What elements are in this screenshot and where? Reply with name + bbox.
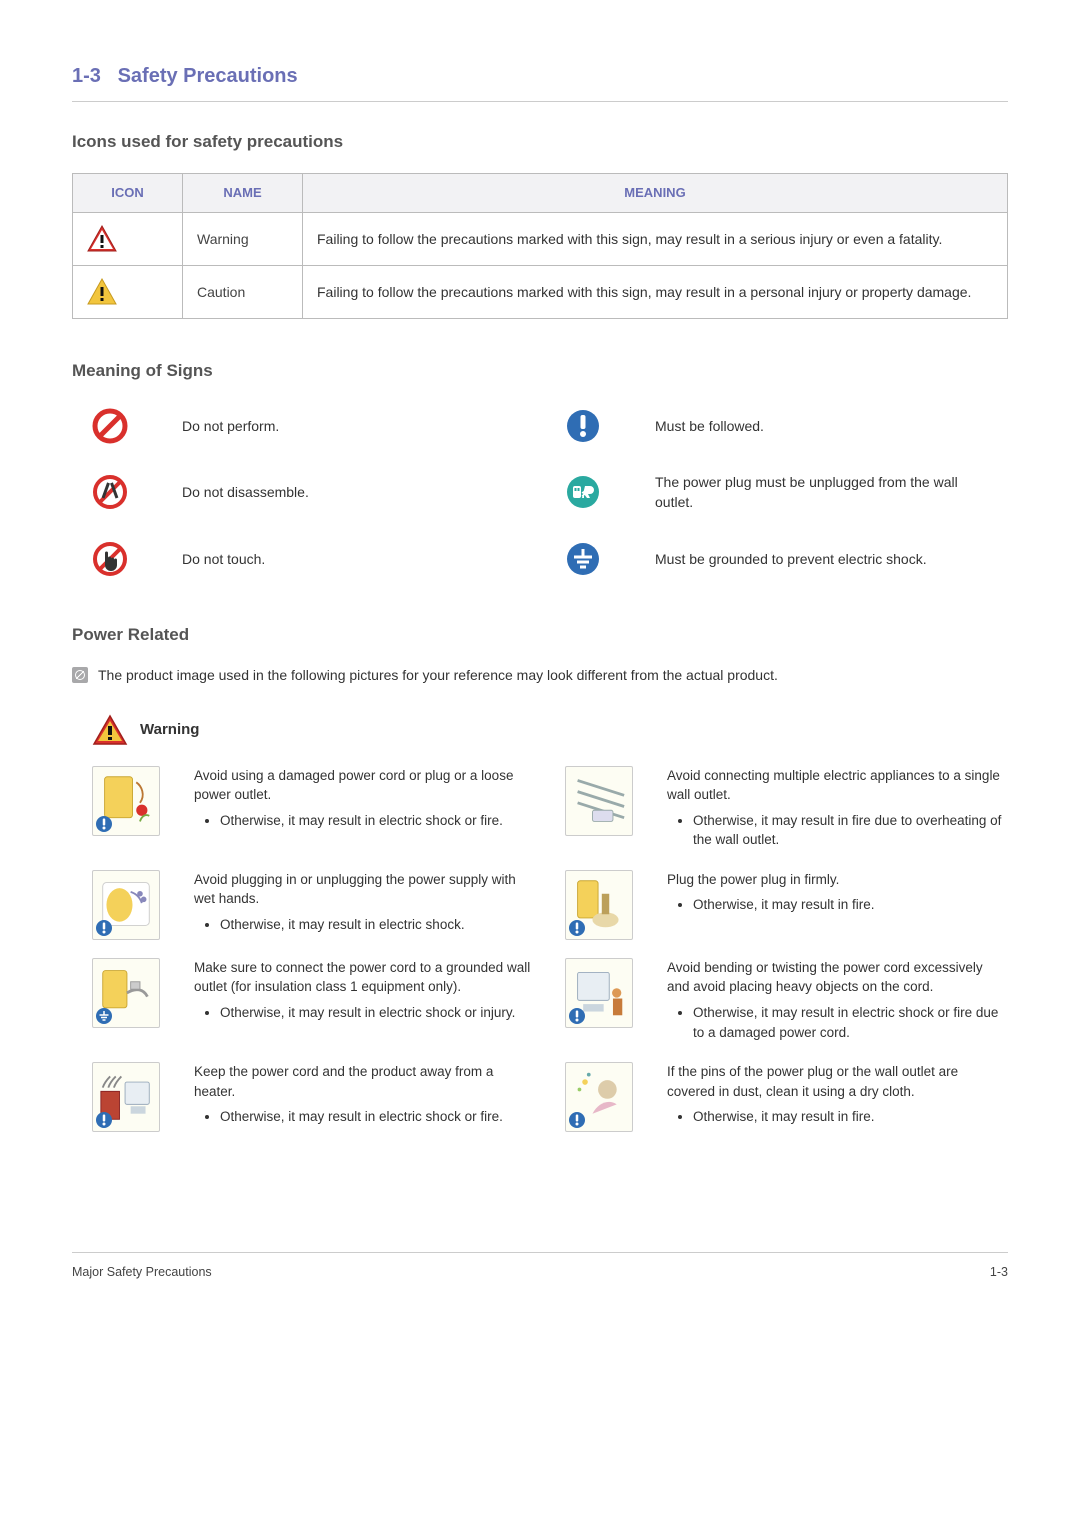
warning-text: Avoid bending or twisting the power cord… bbox=[667, 958, 1008, 1044]
warning-bullet: Otherwise, it may result in electric sho… bbox=[220, 811, 535, 831]
warning-main: Avoid connecting multiple electric appli… bbox=[667, 766, 1008, 805]
warning-bullet: Otherwise, it may result in fire due to … bbox=[693, 811, 1008, 850]
must-follow-icon bbox=[565, 408, 601, 444]
th-icon: ICON bbox=[73, 173, 183, 213]
footer-left: Major Safety Precautions bbox=[72, 1263, 212, 1281]
must-follow-icon bbox=[568, 1007, 586, 1025]
warning-icon bbox=[87, 225, 117, 253]
cell-icon bbox=[73, 213, 183, 266]
sign-label: Do not touch. bbox=[182, 549, 525, 569]
warning-header: Warning bbox=[92, 714, 1008, 746]
ground-icon bbox=[565, 541, 601, 577]
warning-text: Avoid using a damaged power cord or plug… bbox=[194, 766, 535, 852]
warning-bullet: Otherwise, it may result in electric sho… bbox=[220, 1107, 535, 1127]
note-icon bbox=[72, 667, 88, 683]
warning-bullet: Otherwise, it may result in electric sho… bbox=[220, 915, 535, 935]
warning-text: Avoid plugging in or unplugging the powe… bbox=[194, 870, 535, 940]
warning-illustration bbox=[565, 1062, 633, 1132]
sign-label: Do not disassemble. bbox=[182, 482, 525, 502]
warning-main: Keep the power cord and the product away… bbox=[194, 1062, 535, 1101]
footer-right: 1-3 bbox=[990, 1263, 1008, 1281]
note-text: The product image used in the following … bbox=[98, 665, 778, 685]
must-follow-icon bbox=[568, 1111, 586, 1129]
page-footer: Major Safety Precautions 1-3 bbox=[72, 1252, 1008, 1281]
sign-label: Must be grounded to prevent electric sho… bbox=[655, 549, 998, 569]
warning-bullet: Otherwise, it may result in fire. bbox=[693, 1107, 1008, 1127]
must-follow-icon bbox=[568, 919, 586, 937]
prohibit-icon bbox=[92, 408, 128, 444]
power-heading: Power Related bbox=[72, 623, 1008, 648]
must-follow-icon bbox=[95, 1111, 113, 1129]
warning-bullet: Otherwise, it may result in fire. bbox=[693, 895, 1008, 915]
warning-text: If the pins of the power plug or the wal… bbox=[667, 1062, 1008, 1132]
warning-bullet: Otherwise, it may result in electric sho… bbox=[693, 1003, 1008, 1042]
warning-illustration bbox=[565, 766, 633, 836]
safety-icons-table: ICON NAME MEANING Warning Failing to fol… bbox=[72, 173, 1008, 320]
warning-main: Make sure to connect the power cord to a… bbox=[194, 958, 535, 997]
warning-illustration bbox=[92, 766, 160, 836]
table-row: Caution Failing to follow the precaution… bbox=[73, 266, 1008, 319]
warning-label: Warning bbox=[140, 719, 199, 741]
warning-bullet: Otherwise, it may result in electric sho… bbox=[220, 1003, 535, 1023]
signs-heading: Meaning of Signs bbox=[72, 359, 1008, 384]
cell-meaning: Failing to follow the precautions marked… bbox=[303, 266, 1008, 319]
warning-main: Plug the power plug in firmly. bbox=[667, 870, 1008, 890]
signs-grid: Do not perform. Must be followed. Do not… bbox=[72, 402, 1008, 577]
warning-illustration bbox=[92, 870, 160, 940]
no-disassemble-icon bbox=[92, 474, 128, 510]
table-row: Warning Failing to follow the precaution… bbox=[73, 213, 1008, 266]
cell-icon bbox=[73, 266, 183, 319]
warning-text: Avoid connecting multiple electric appli… bbox=[667, 766, 1008, 852]
cell-meaning: Failing to follow the precautions marked… bbox=[303, 213, 1008, 266]
th-name: NAME bbox=[183, 173, 303, 213]
unplug-icon bbox=[565, 474, 601, 510]
sign-label: The power plug must be unplugged from th… bbox=[655, 472, 998, 513]
warning-text: Keep the power cord and the product away… bbox=[194, 1062, 535, 1132]
section-title-text: Safety Precautions bbox=[118, 65, 298, 87]
cell-name: Caution bbox=[183, 266, 303, 319]
warnings-grid: Avoid using a damaged power cord or plug… bbox=[72, 766, 1008, 1133]
warning-main: If the pins of the power plug or the wal… bbox=[667, 1062, 1008, 1101]
section-number: 1-3 bbox=[72, 65, 101, 87]
warning-main: Avoid using a damaged power cord or plug… bbox=[194, 766, 535, 805]
warning-main: Avoid bending or twisting the power cord… bbox=[667, 958, 1008, 997]
sign-label: Must be followed. bbox=[655, 416, 998, 436]
warning-illustration bbox=[565, 958, 633, 1028]
caution-icon bbox=[87, 278, 117, 306]
th-meaning: MEANING bbox=[303, 173, 1008, 213]
warning-text: Plug the power plug in firmly. Otherwise,… bbox=[667, 870, 1008, 940]
icons-heading: Icons used for safety precautions bbox=[72, 130, 1008, 155]
ground-icon bbox=[95, 1007, 113, 1025]
must-follow-icon bbox=[95, 919, 113, 937]
sign-label: Do not perform. bbox=[182, 416, 525, 436]
no-touch-icon bbox=[92, 541, 128, 577]
must-follow-icon bbox=[95, 815, 113, 833]
warning-illustration bbox=[565, 870, 633, 940]
warning-main: Avoid plugging in or unplugging the powe… bbox=[194, 870, 535, 909]
section-title: 1-3 Safety Precautions bbox=[72, 62, 1008, 102]
note-row: The product image used in the following … bbox=[72, 665, 1008, 685]
warning-illustration bbox=[92, 958, 160, 1028]
warning-icon bbox=[92, 714, 128, 746]
warning-illustration bbox=[92, 1062, 160, 1132]
cell-name: Warning bbox=[183, 213, 303, 266]
warning-text: Make sure to connect the power cord to a… bbox=[194, 958, 535, 1044]
